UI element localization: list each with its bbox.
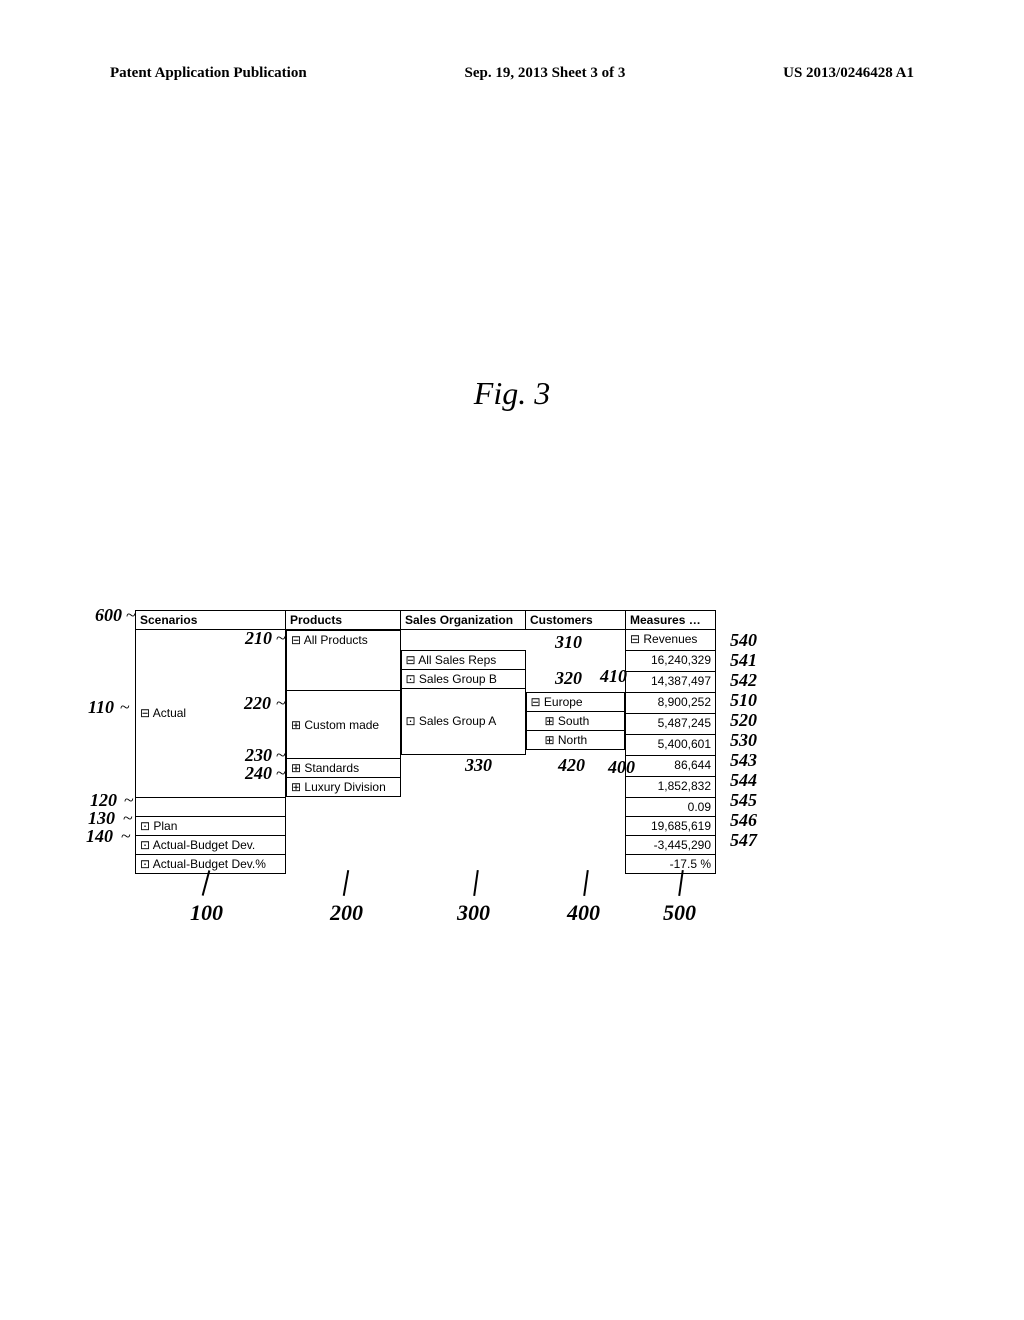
cell-luxury: ⊞ Luxury Division [287, 778, 401, 797]
ref-546: 546 [730, 810, 757, 831]
ref-220: 220 [244, 693, 271, 714]
val-544: 0.09 [626, 797, 716, 816]
ref-420: 420 [558, 755, 585, 776]
cell-groupb: ⊡ Sales Group B [401, 669, 525, 688]
tilde-icon: ~ [276, 628, 286, 649]
ref-400b: 400 [608, 757, 635, 778]
col-salesorg: Sales Organization [401, 611, 526, 630]
cell-europe: ⊟ Europe [526, 692, 625, 711]
cell-north: ⊞ North [526, 730, 625, 749]
ref-600: 600 [95, 605, 122, 626]
cell-standards: ⊞ Standards [287, 759, 401, 778]
col-scenarios: Scenarios [136, 611, 286, 630]
cell-plan: ⊡ Plan [136, 816, 286, 835]
grid-table: Scenarios Products Sales Organization Cu… [135, 610, 716, 874]
cell-groupa: ⊡ Sales Group A [401, 688, 525, 754]
ref-300: 300 [457, 900, 490, 926]
val-542: 8,900,252 [626, 692, 716, 713]
cell-all-salesreps: ⊟ All Sales Reps [401, 650, 525, 669]
tilde-icon: ~ [120, 697, 130, 718]
ref-547: 547 [730, 830, 757, 851]
figure-label: Fig. 3 [474, 375, 550, 412]
ref-530: 530 [730, 730, 757, 751]
ref-510: 510 [730, 690, 757, 711]
val-543: 1,852,832 [626, 776, 716, 797]
ref-520: 520 [730, 710, 757, 731]
ref-320: 320 [555, 668, 582, 689]
ref-541: 541 [730, 650, 757, 671]
ref-545: 545 [730, 790, 757, 811]
row-dev: ⊡ Actual-Budget Dev. -3,445,290 [136, 835, 716, 854]
ref-140: 140 [86, 826, 113, 847]
ref-500: 500 [663, 900, 696, 926]
ref-210: 210 [245, 628, 272, 649]
cell-devpct: ⊡ Actual-Budget Dev.% [136, 854, 286, 873]
val-530: 86,644 [626, 755, 716, 776]
ref-100: 100 [190, 900, 223, 926]
ref-410: 410 [600, 666, 627, 687]
val-547: -17.5 % [626, 854, 716, 873]
tilde-icon: ~ [121, 826, 131, 847]
row-luxury-val: 0.09 [136, 797, 716, 816]
hierarchy-table: Scenarios Products Sales Organization Cu… [135, 610, 885, 874]
row-devpct: ⊡ Actual-Budget Dev.% -17.5 % [136, 854, 716, 873]
ref-200: 200 [330, 900, 363, 926]
ref-400: 400 [567, 900, 600, 926]
row-plan: ⊡ Plan 19,685,619 [136, 816, 716, 835]
val-540: 16,240,329 [626, 650, 716, 671]
header-left: Patent Application Publication [110, 65, 307, 82]
page-header: Patent Application Publication Sep. 19, … [110, 65, 914, 82]
header-center: Sep. 19, 2013 Sheet 3 of 3 [464, 65, 625, 82]
cell-custom: ⊞ Custom made [287, 691, 401, 759]
ref-330: 330 [465, 755, 492, 776]
val-546: -3,445,290 [626, 835, 716, 854]
table-header-row: Scenarios Products Sales Organization Cu… [136, 611, 716, 630]
col-customers: Customers [526, 611, 626, 630]
tilde-icon: ~ [276, 693, 286, 714]
tilde-icon: ~ [126, 605, 136, 626]
ref-110: 110 [88, 697, 114, 718]
col-products: Products [286, 611, 401, 630]
cell-dev: ⊡ Actual-Budget Dev. [136, 835, 286, 854]
val-541: 14,387,497 [626, 671, 716, 692]
val-545: 19,685,619 [626, 816, 716, 835]
val-510: 5,487,245 [626, 713, 716, 734]
ref-544: 544 [730, 770, 757, 791]
tilde-icon: ~ [276, 763, 286, 784]
val-520: 5,400,601 [626, 734, 716, 755]
row-all-products: ⊟ Actual ⊟ All Products ⊞ Custom made ⊞ … [136, 630, 716, 651]
ref-543: 543 [730, 750, 757, 771]
ref-240: 240 [245, 763, 272, 784]
ref-540: 540 [730, 630, 757, 651]
ref-310: 310 [555, 632, 582, 653]
cell-all-products: ⊟ All Products [287, 631, 401, 691]
ref-542: 542 [730, 670, 757, 691]
cell-revenues: ⊟ Revenues [626, 630, 716, 651]
cell-south: ⊞ South [526, 711, 625, 730]
header-right: US 2013/0246428 A1 [783, 65, 914, 82]
col-measures: Measures … [626, 611, 716, 630]
